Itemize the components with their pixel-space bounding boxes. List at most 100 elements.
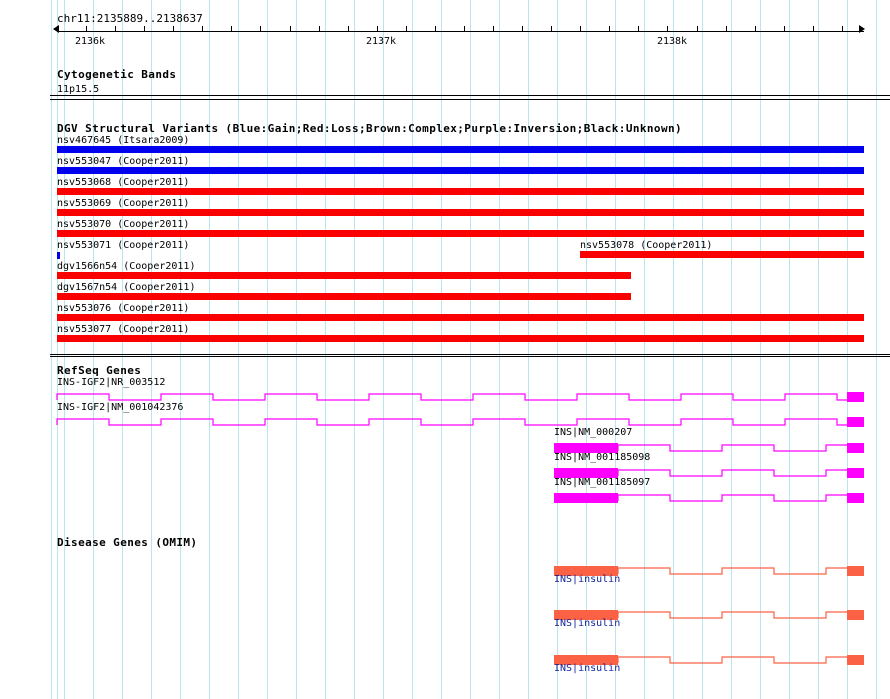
gene-label[interactable]: INS|insulin [554,663,621,674]
ruler-tick [202,26,203,32]
sv-feature-bar[interactable] [580,251,864,258]
gridline-23 [673,0,674,699]
ruler-tick [377,26,378,32]
gridline-6 [180,0,181,699]
sv-feature-label[interactable]: nsv553068 (Cooper2011) [57,177,190,188]
intron-line [617,656,847,664]
ruler-tick [435,26,436,32]
exon-block[interactable] [847,468,864,478]
track-title-disease-genes-omim: Disease Genes (OMIM) [57,536,198,549]
sv-feature-label[interactable]: nsv553078 (Cooper2011) [580,240,713,251]
ruler-tick [231,26,232,32]
gridline-19 [557,0,558,699]
sv-feature-label[interactable]: nsv467645 (Itsara2009) [57,135,190,146]
exon-block[interactable] [847,566,864,576]
sv-feature-bar[interactable] [57,146,864,153]
sv-feature-label[interactable]: nsv553076 (Cooper2011) [57,303,190,314]
ruler-tick [115,26,116,32]
gene-label[interactable]: INS|NM_000207 [554,427,633,438]
track-title-cytogenetic-bands: Cytogenetic Bands [57,68,177,81]
exon-block[interactable] [554,493,618,503]
gene-label[interactable]: INS-IGF2|NM_001042376 [57,402,184,413]
track-separator-0 [50,95,890,96]
ruler-tick [464,26,465,32]
gene-label[interactable]: INS|NM_001185098 [554,452,651,463]
intron-line [617,611,847,619]
gridline-28 [818,0,819,699]
exon-block[interactable] [847,392,864,402]
gridline-16 [470,0,471,699]
gridline-8 [238,0,239,699]
gridline-22 [644,0,645,699]
gridline-24 [702,0,703,699]
gridline-2 [64,0,65,699]
sv-feature-bar[interactable] [57,252,60,259]
sv-feature-bar[interactable] [57,230,864,237]
gridline-26 [760,0,761,699]
sv-feature-bar[interactable] [57,314,864,321]
gridline-9 [267,0,268,699]
exon-block[interactable] [847,417,864,427]
sv-feature-bar[interactable] [57,188,864,195]
sv-feature-label[interactable]: nsv553077 (Cooper2011) [57,324,190,335]
track-separator-1 [50,99,890,100]
sv-feature-bar[interactable] [57,167,864,174]
gridline-3 [93,0,94,699]
cytogenetic-band-label[interactable]: 11p15.5 [57,84,100,95]
ruler-tick [784,26,785,32]
intron-line [617,444,847,452]
ruler-tick [319,26,320,32]
gridline-11 [325,0,326,699]
exon-block[interactable] [847,493,864,503]
ruler-tick [755,26,756,32]
gridline-12 [354,0,355,699]
ruler-axis-line [57,31,864,32]
intron-line [617,469,847,477]
gridline-25 [731,0,732,699]
gridline-7 [209,0,210,699]
gridline-13 [383,0,384,699]
ruler-tick [697,26,698,32]
gridline-1 [57,0,58,699]
sv-feature-bar[interactable] [57,272,631,279]
intron-line [56,418,847,426]
ruler-tick [580,26,581,32]
gene-label[interactable]: INS|insulin [554,574,621,585]
ruler-tick [726,26,727,32]
ruler-tick [173,26,174,32]
genomic-range-label: chr11:2135889..2138637 [57,12,203,25]
ruler-tick [348,26,349,32]
intron-line [56,393,847,401]
sv-feature-bar[interactable] [57,335,864,342]
exon-block[interactable] [847,443,864,453]
sv-feature-label[interactable]: nsv553070 (Cooper2011) [57,219,190,230]
sv-feature-label[interactable]: nsv553071 (Cooper2011) [57,240,190,251]
exon-block[interactable] [847,655,864,665]
arrow-right-icon[interactable] [859,25,865,33]
gridline-15 [441,0,442,699]
ruler-tick [260,26,261,32]
track-separator-2 [50,354,890,355]
gridline-4 [122,0,123,699]
gene-label[interactable]: INS|insulin [554,618,621,629]
arrow-left-icon[interactable] [53,25,59,33]
sv-feature-label[interactable]: nsv553047 (Cooper2011) [57,156,190,167]
exon-block[interactable] [847,610,864,620]
sv-feature-label[interactable]: dgv1567n54 (Cooper2011) [57,282,196,293]
intron-line [617,494,847,502]
gridline-5 [151,0,152,699]
ruler-tick [493,26,494,32]
gene-label[interactable]: INS|NM_001185097 [554,477,651,488]
sv-feature-bar[interactable] [57,209,864,216]
gene-label[interactable]: INS-IGF2|NR_003512 [57,377,166,388]
track-title-refseq-genes: RefSeq Genes [57,364,142,377]
gridline-18 [528,0,529,699]
ruler-tick [842,26,843,32]
sv-feature-label[interactable]: nsv553069 (Cooper2011) [57,198,190,209]
sv-feature-bar[interactable] [57,293,631,300]
intron-line [617,567,847,575]
ruler-tick [667,26,668,32]
ruler-tick [813,26,814,32]
coordinate-ruler[interactable]: chr11:2135889..2138637 2136k 2137k 2138k [0,0,890,50]
sv-feature-label[interactable]: dgv1566n54 (Cooper2011) [57,261,196,272]
